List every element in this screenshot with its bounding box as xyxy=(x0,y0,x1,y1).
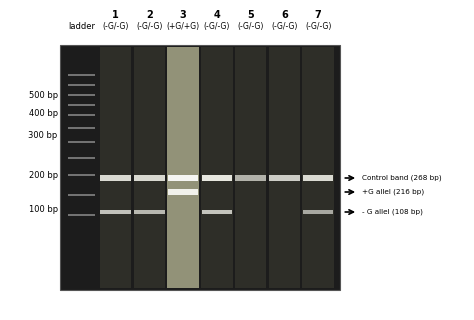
Bar xyxy=(68,94,95,96)
Text: (-G/-G): (-G/-G) xyxy=(204,22,230,31)
Text: 4: 4 xyxy=(213,10,220,20)
Text: (-G/-G): (-G/-G) xyxy=(102,22,129,31)
Text: Control band (268 bp): Control band (268 bp) xyxy=(362,175,441,181)
Bar xyxy=(60,45,340,290)
Text: 2: 2 xyxy=(146,10,153,20)
Text: (-G/-G): (-G/-G) xyxy=(237,22,264,31)
Bar xyxy=(168,189,198,195)
Bar xyxy=(68,214,95,216)
Text: 100 bp: 100 bp xyxy=(28,205,58,214)
Bar xyxy=(201,47,233,288)
Text: 3: 3 xyxy=(180,10,186,20)
Bar xyxy=(302,47,334,288)
Bar xyxy=(100,210,131,214)
Text: (-G/-G): (-G/-G) xyxy=(136,22,163,31)
Bar xyxy=(134,175,164,181)
Bar xyxy=(68,174,95,176)
Bar xyxy=(100,175,131,181)
Text: (+G/+G): (+G/+G) xyxy=(166,22,200,31)
Text: 1: 1 xyxy=(112,10,119,20)
Text: 500 bp: 500 bp xyxy=(28,91,58,100)
Bar xyxy=(202,210,232,214)
Bar xyxy=(68,104,95,106)
Bar xyxy=(303,210,333,214)
Text: ladder: ladder xyxy=(68,22,95,31)
Text: 5: 5 xyxy=(247,10,254,20)
Bar xyxy=(168,175,198,181)
Text: 200 bp: 200 bp xyxy=(28,171,58,180)
Bar xyxy=(68,127,95,129)
Bar xyxy=(269,175,300,181)
Bar xyxy=(68,141,95,143)
Bar xyxy=(134,47,165,288)
Bar xyxy=(167,47,199,288)
Bar xyxy=(68,114,95,116)
Bar xyxy=(235,47,266,288)
Text: 300 bp: 300 bp xyxy=(28,131,58,140)
Bar xyxy=(268,47,300,288)
Bar xyxy=(68,84,95,86)
Bar xyxy=(202,175,232,181)
Text: - G allel (108 bp): - G allel (108 bp) xyxy=(362,209,423,215)
Bar xyxy=(236,175,266,181)
Bar xyxy=(68,74,95,76)
Bar xyxy=(167,47,199,288)
Bar xyxy=(68,194,95,196)
Bar xyxy=(68,157,95,159)
Text: 400 bp: 400 bp xyxy=(28,108,58,117)
Text: 6: 6 xyxy=(281,10,288,20)
Text: (-G/-G): (-G/-G) xyxy=(305,22,331,31)
Bar xyxy=(134,210,164,214)
Text: +G allel (216 bp): +G allel (216 bp) xyxy=(362,189,424,195)
Bar xyxy=(303,175,333,181)
Text: 7: 7 xyxy=(315,10,321,20)
Text: (-G/-G): (-G/-G) xyxy=(271,22,298,31)
Bar xyxy=(100,47,131,288)
